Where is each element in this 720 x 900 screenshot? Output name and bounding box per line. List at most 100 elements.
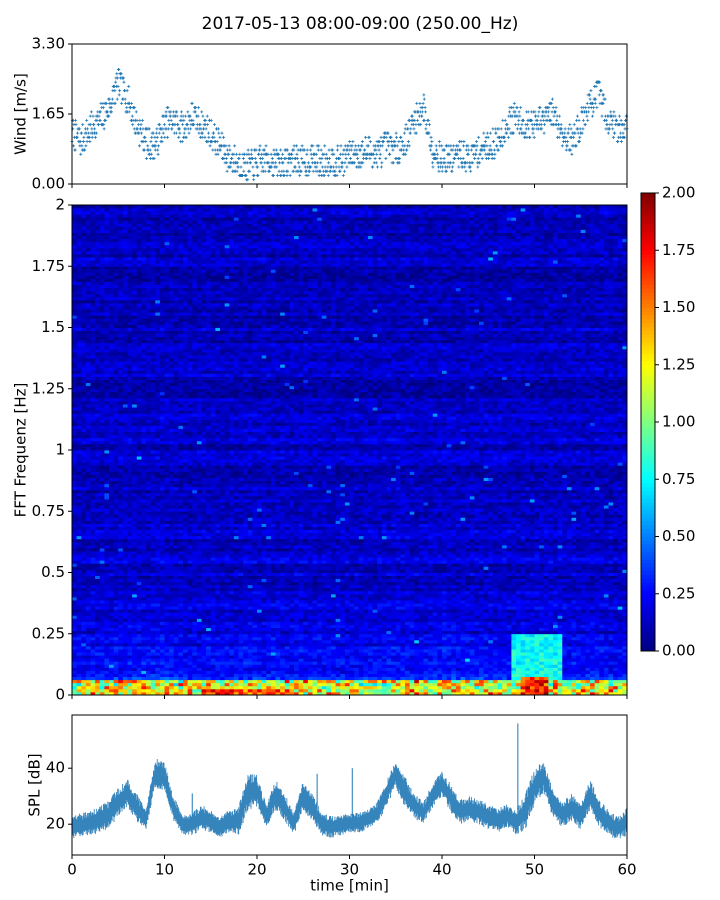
spectrogram-cell [497, 612, 503, 616]
spectrogram-cell [317, 664, 323, 668]
wind-point [297, 161, 301, 165]
spectrogram-cell [331, 621, 337, 625]
spectrogram-cell [483, 673, 489, 678]
spectrogram-cell [335, 655, 341, 659]
spectrogram-cell [307, 661, 313, 665]
spectrogram-cell [377, 682, 383, 687]
spectrogram-cell [368, 621, 374, 625]
spectrogram-cell [294, 612, 300, 616]
spectrogram-cell [529, 649, 535, 653]
spectrogram-cell [483, 685, 489, 690]
spectrogram-cell [580, 621, 586, 625]
spectrogram-cell [164, 649, 170, 653]
spectrogram-cell [566, 646, 572, 650]
wind-point [585, 101, 589, 105]
spectrogram-cell [261, 676, 267, 681]
spectrogram-cell [344, 627, 350, 632]
spectrogram-cell [599, 646, 605, 650]
wind-point [293, 165, 297, 169]
spectrogram-cell [275, 688, 281, 693]
spectrogram-cell [187, 655, 193, 659]
wind-point [264, 144, 268, 148]
spectrogram-cell [520, 642, 526, 647]
spectrogram-cell [122, 670, 128, 674]
spectrogram-cell [594, 630, 600, 635]
wind-point [190, 101, 194, 105]
spectrogram-cell [284, 633, 290, 638]
wind-point [87, 135, 91, 139]
spectrogram-cell [608, 664, 614, 668]
spectrogram-cell [266, 658, 272, 662]
spectrogram-cell [289, 664, 295, 668]
spectrogram-cell [405, 649, 411, 653]
spectrogram-cell [229, 682, 235, 687]
spectrogram-cell [442, 618, 448, 622]
spectrogram-cell [178, 658, 184, 662]
wind-point [215, 140, 219, 144]
spectrogram-cell [284, 621, 290, 625]
wind-point [305, 152, 309, 156]
spectrogram-cell [95, 685, 101, 690]
spectrogram-cell [150, 615, 156, 619]
spectrogram-cell [335, 633, 341, 638]
spectrogram-cell [529, 633, 535, 638]
spectrogram-cell [557, 658, 563, 662]
wind-point [305, 148, 309, 152]
spectrogram-cell [580, 658, 586, 662]
spectrogram-cell [474, 670, 480, 674]
spectrogram-cell [395, 646, 401, 650]
wind-point [459, 140, 463, 144]
spectrogram-cell [247, 646, 253, 650]
spectrogram-cell [95, 655, 101, 659]
spectrogram-cell [132, 612, 138, 616]
spectrogram-cell [99, 624, 105, 629]
spectrogram-cell [275, 649, 281, 653]
spectrogram-cell [99, 636, 105, 641]
spectrogram-cell [599, 655, 605, 659]
wind-point [306, 174, 310, 178]
spectrogram-cell [613, 612, 619, 616]
spectrogram-cell [455, 612, 461, 616]
spectrogram-cell [455, 603, 461, 607]
spectrogram-cell [576, 639, 582, 644]
spectrogram-cell [599, 682, 605, 687]
spectrogram-cell [543, 673, 549, 678]
spectrogram-cell [511, 664, 517, 668]
spectrogram-cell [109, 673, 115, 678]
spectrogram-cell [576, 682, 582, 687]
spectrogram-cell [557, 652, 563, 656]
spectrogram-cell [159, 633, 165, 638]
spectrogram-cell [252, 636, 258, 641]
spectrogram-cell [354, 606, 360, 610]
spectrogram-cell [257, 655, 263, 659]
spectrogram-cell [446, 646, 452, 650]
spectrogram-cell [506, 627, 512, 632]
wind-point [208, 144, 212, 148]
spectrogram-cell [118, 606, 124, 610]
spectrogram-cell [90, 655, 96, 659]
spectrogram-cell [109, 618, 115, 622]
wind-point [97, 114, 101, 118]
spectrogram-cell [460, 649, 466, 653]
spectrogram-cell [187, 633, 193, 638]
spectrogram-cell [76, 664, 82, 668]
spectrogram-cell [469, 630, 475, 635]
spectrogram-cell [113, 630, 119, 635]
spectrogram-cell [344, 603, 350, 607]
wind-point [378, 152, 382, 156]
wind-point [225, 169, 229, 173]
spectrogram-cell [363, 639, 369, 644]
spectrogram-cell [344, 642, 350, 647]
wind-point [299, 169, 303, 173]
spectrogram-cell [196, 673, 202, 678]
wind-point [230, 157, 234, 161]
spectrogram-cell [585, 679, 591, 684]
wind-point [235, 152, 239, 156]
wind-point [349, 148, 353, 152]
spectrogram-cell [511, 673, 517, 678]
spectrogram-cell [210, 658, 216, 662]
wind-point [241, 157, 245, 161]
wind-point [218, 148, 222, 152]
spectrogram-cell [585, 664, 591, 668]
wind-point [284, 157, 288, 161]
